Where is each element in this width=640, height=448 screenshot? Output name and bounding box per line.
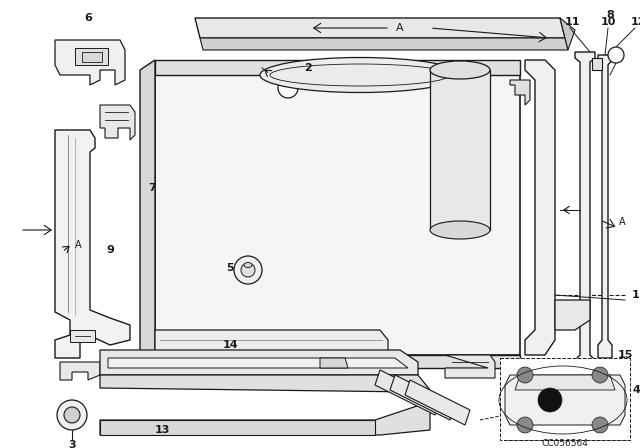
Text: 15: 15 <box>618 350 633 360</box>
Polygon shape <box>430 70 490 230</box>
Circle shape <box>278 78 298 98</box>
Polygon shape <box>100 105 135 140</box>
Circle shape <box>234 256 262 284</box>
Text: 7: 7 <box>148 183 156 193</box>
Polygon shape <box>390 375 455 420</box>
Text: 12: 12 <box>630 17 640 27</box>
Polygon shape <box>505 375 625 425</box>
Ellipse shape <box>244 263 252 267</box>
Polygon shape <box>155 60 520 75</box>
Ellipse shape <box>260 57 460 92</box>
Polygon shape <box>592 58 602 70</box>
Polygon shape <box>155 330 388 358</box>
Text: 4: 4 <box>632 385 640 395</box>
Polygon shape <box>68 400 76 405</box>
Polygon shape <box>598 55 612 358</box>
Polygon shape <box>555 300 590 330</box>
Text: A: A <box>619 217 625 227</box>
Circle shape <box>608 47 624 63</box>
Polygon shape <box>55 40 125 85</box>
Polygon shape <box>195 18 565 38</box>
Polygon shape <box>405 380 470 425</box>
Polygon shape <box>75 48 108 65</box>
Text: 6: 6 <box>84 13 92 23</box>
Text: 14: 14 <box>222 340 238 350</box>
Polygon shape <box>100 420 375 435</box>
Circle shape <box>592 417 608 433</box>
Text: A: A <box>75 240 81 250</box>
Polygon shape <box>70 330 95 342</box>
Polygon shape <box>560 18 575 50</box>
Text: 1: 1 <box>632 290 640 300</box>
Text: CC056564: CC056564 <box>541 439 588 448</box>
Text: 11: 11 <box>564 17 580 27</box>
Text: 3: 3 <box>68 440 76 448</box>
Polygon shape <box>375 370 440 415</box>
Circle shape <box>64 407 80 423</box>
Polygon shape <box>140 355 520 368</box>
Polygon shape <box>108 358 408 368</box>
Text: 13: 13 <box>154 425 170 435</box>
Ellipse shape <box>430 221 490 239</box>
Polygon shape <box>445 355 495 378</box>
Text: 5: 5 <box>226 263 234 273</box>
Text: 9: 9 <box>106 245 114 255</box>
Circle shape <box>592 367 608 383</box>
Circle shape <box>57 400 87 430</box>
Polygon shape <box>575 52 595 368</box>
Text: 10: 10 <box>600 17 616 27</box>
Polygon shape <box>82 52 102 62</box>
Text: 8: 8 <box>606 10 614 20</box>
Polygon shape <box>525 60 555 355</box>
Circle shape <box>517 417 533 433</box>
Polygon shape <box>155 75 520 355</box>
Bar <box>500 358 630 440</box>
Polygon shape <box>515 375 615 390</box>
Text: 2: 2 <box>304 63 312 73</box>
Polygon shape <box>100 350 418 375</box>
Polygon shape <box>140 60 155 355</box>
Polygon shape <box>510 80 530 105</box>
Ellipse shape <box>430 61 490 79</box>
Polygon shape <box>320 358 348 368</box>
Circle shape <box>538 388 562 412</box>
Polygon shape <box>200 38 568 50</box>
Polygon shape <box>60 362 100 380</box>
Circle shape <box>241 263 255 277</box>
Polygon shape <box>55 130 130 358</box>
Circle shape <box>517 367 533 383</box>
Polygon shape <box>100 375 430 435</box>
Text: A: A <box>396 23 404 33</box>
